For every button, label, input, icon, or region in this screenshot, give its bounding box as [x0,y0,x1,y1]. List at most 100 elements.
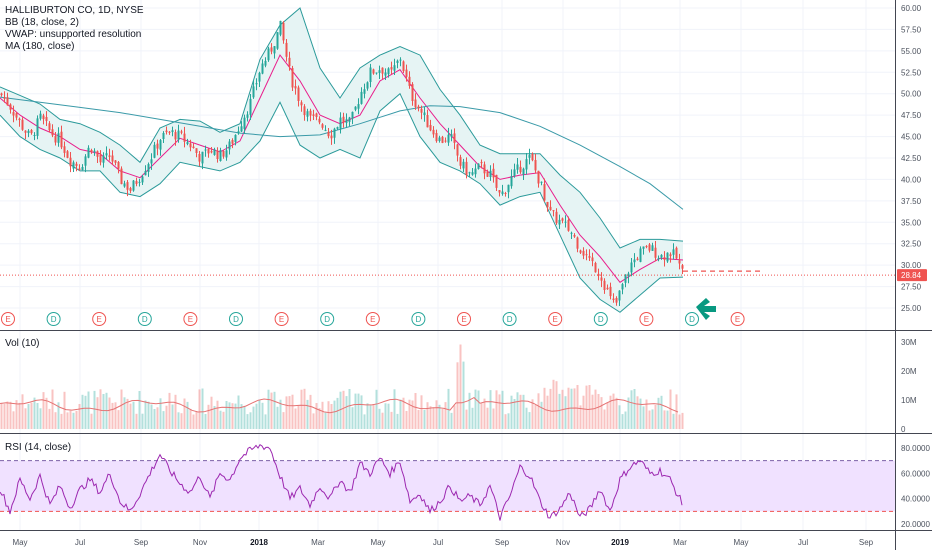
volume-bar [654,404,657,429]
candle-body [468,172,471,174]
volume-bar [276,406,279,429]
candle-body [390,67,393,70]
candle-body [291,68,294,88]
candle-body [432,129,435,135]
candle-body [294,86,297,89]
candle-body [297,87,300,101]
volume-bar [579,405,582,429]
volume-tick-label: 10M [901,396,917,405]
volume-bar [54,412,57,429]
bollinger-lower-line [0,92,684,313]
candle-body [261,63,264,74]
volume-bar [642,406,645,429]
rsi-tick-label: 60.0000 [901,469,930,478]
candle-body [54,136,57,143]
event-marker-e: E [92,312,107,326]
candle-body [72,162,75,169]
candle-body [348,117,351,122]
volume-bar [63,391,66,429]
event-marker-circle [548,312,563,326]
candle-body [462,161,465,169]
volume-tick-label: 20M [901,367,917,376]
event-marker-label: D [142,315,148,324]
candle-body [423,112,426,116]
volume-bar [645,399,648,429]
event-marker-circle [639,312,654,326]
event-marker-d: D [320,312,335,326]
volume-bar [483,398,486,429]
candle-body [492,168,495,178]
candle-body [561,218,564,221]
candle-body [171,130,174,132]
candle-body [135,181,138,184]
volume-bar [90,413,93,429]
candle-body [519,166,522,173]
price-tick-label: 32.50 [901,240,922,249]
volume-bar [468,392,471,429]
candle-body [150,159,153,164]
event-marker-circle [137,312,152,326]
candle-body [303,106,306,116]
time-tick-label: Jul [798,538,808,547]
candle-body [465,161,468,175]
candle-body [132,180,135,191]
candle-body [648,244,651,251]
volume-bar [285,396,288,429]
candle-body [246,114,249,118]
volume-bar [321,401,324,429]
volume-bar [249,412,252,429]
candle-body [66,151,69,158]
volume-bar [201,388,204,429]
volume-bar [672,413,675,429]
volume-bar [312,413,315,429]
price-tick-label: 55.00 [901,47,922,56]
candle-body [336,127,339,129]
event-marker-circle [730,312,745,326]
candle-body [228,141,231,150]
volume-bar [369,405,372,429]
volume-bar [465,409,468,429]
volume-bar [438,404,441,429]
volume-bar [198,389,201,429]
volume-bar [663,410,666,429]
event-marker-e: E [183,312,198,326]
candle-body [126,182,129,190]
time-tick-label: Sep [495,538,510,547]
volume-bar [489,390,492,429]
candle-body [615,298,618,303]
volume-bar [618,405,621,429]
candle-body [372,69,375,74]
candle-body [102,155,105,163]
volume-bar [216,400,219,429]
candle-body [324,129,327,131]
volume-bar [657,397,660,429]
candle-body [120,168,123,185]
bollinger-upper-line [0,7,684,249]
candle-body [429,125,432,131]
price-tick-label: 52.50 [901,68,922,77]
candle-body [63,146,66,153]
volume-pane [0,344,684,429]
candle-body [576,237,579,249]
candle-body [321,124,324,128]
candle-body [459,157,462,166]
event-marker-circle [183,312,198,326]
time-tick-label: 2018 [250,538,268,547]
volume-bar [522,394,525,429]
candle-body [381,67,384,74]
volume-bar [192,414,195,429]
event-marker-label: E [5,315,10,324]
event-marker-e: E [274,312,289,326]
volume-bar [222,411,225,429]
candle-body [483,164,486,174]
candle-body [384,72,387,76]
vwap-legend: VWAP: unsupported resolution [5,29,142,40]
candle-body [144,171,147,176]
volume-bar [339,391,342,429]
price-tick-label: 45.00 [901,133,922,142]
candle-body [69,157,72,167]
volume-bar [315,403,318,429]
bb-legend: BB (18, close, 2) [5,17,79,28]
volume-bar [360,395,363,429]
volume-bar [417,410,420,429]
